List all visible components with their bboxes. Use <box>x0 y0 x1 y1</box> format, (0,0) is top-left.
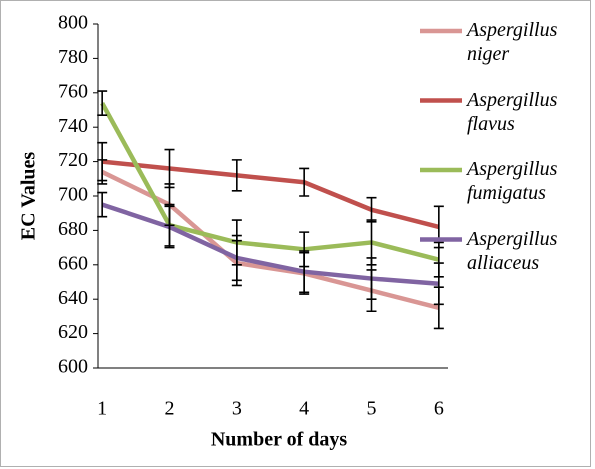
y-tick-label: 660 <box>58 252 88 274</box>
error-bar <box>366 257 377 300</box>
series-line <box>101 202 440 286</box>
legend-label: Aspergillus niger <box>467 19 558 65</box>
x-tick-label: 2 <box>165 398 175 420</box>
x-tick-label: 3 <box>232 398 242 420</box>
x-tick-label: 6 <box>434 398 444 420</box>
legend-label: Aspergillus fumigatus <box>467 158 558 204</box>
error-bar <box>97 90 108 116</box>
y-tick-label: 740 <box>58 115 88 137</box>
error-bar <box>299 250 310 294</box>
series-line <box>101 159 440 230</box>
x-tick-label: 5 <box>367 398 377 420</box>
series-line <box>100 102 440 262</box>
legend-label: Aspergillus flavus <box>467 88 558 135</box>
error-bar <box>433 262 444 306</box>
x-axis-label: Number of days <box>211 429 348 451</box>
y-tick-label: 600 <box>58 356 88 378</box>
y-tick-label: 780 <box>58 46 88 68</box>
x-tick-label: 1 <box>97 398 107 420</box>
y-tick-label: 640 <box>58 287 88 309</box>
error-bar <box>231 159 242 192</box>
error-bar <box>299 167 310 197</box>
y-tick-label: 720 <box>58 149 88 171</box>
error-bar <box>97 191 108 218</box>
series-line <box>101 169 440 310</box>
error-bar <box>164 205 175 249</box>
y-axis-label: EC Values <box>18 152 40 241</box>
error-bar <box>97 141 108 182</box>
y-tick-label: 760 <box>58 80 88 102</box>
y-tick-label: 700 <box>58 184 88 206</box>
x-tick-label: 4 <box>299 398 309 420</box>
y-tick-label: 800 <box>58 12 88 34</box>
y-tick-label: 680 <box>58 218 88 240</box>
error-bar <box>164 148 175 189</box>
legend-label: Aspergillus alliaceus <box>467 227 558 274</box>
y-tick-label: 620 <box>58 321 88 343</box>
error-bar <box>231 234 242 282</box>
